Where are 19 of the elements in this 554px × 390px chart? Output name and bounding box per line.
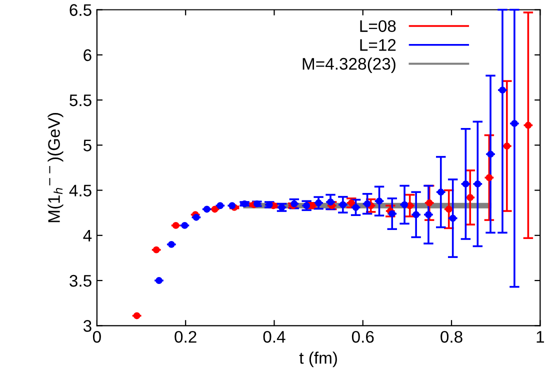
y-tick-label: 6 — [84, 49, 92, 62]
y-tick-label: 3 — [83, 320, 92, 332]
y-tick-label: 6.5 — [70, 4, 92, 16]
y-tick-label: 4.5 — [69, 184, 92, 196]
y-tick-label: 5.5 — [70, 94, 92, 106]
legend-label: M=4.328(23) — [302, 57, 396, 74]
y-axis-title: M(1$_{h}$$^{−−}$)(GeV) — [48, 113, 64, 222]
legend-label: L=08 — [360, 20, 396, 32]
y-tick-label: 4 — [83, 230, 92, 242]
legend-label: L=12 — [360, 39, 396, 51]
x-tick-label: 0 — [92, 330, 101, 343]
x-tick-label: 0.4 — [263, 330, 286, 343]
x-tick-label: 0.8 — [440, 330, 462, 343]
x-tick-label: 0.6 — [352, 330, 374, 343]
x-tick-label: 0.2 — [174, 330, 196, 343]
x-axis-title: t (fm) — [299, 352, 337, 368]
y-tick-label: 5 — [83, 140, 92, 152]
x-tick-label: 1 — [536, 331, 544, 343]
y-tick-label: 3.5 — [70, 274, 92, 287]
